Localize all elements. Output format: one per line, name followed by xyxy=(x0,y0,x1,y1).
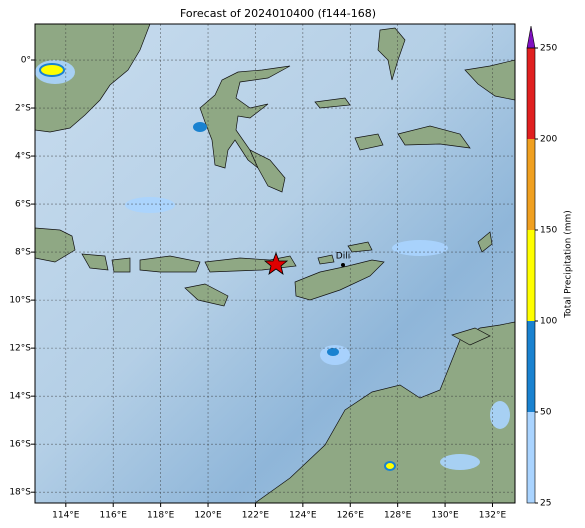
colorbar-frame xyxy=(526,47,536,504)
sumbawa xyxy=(139,255,201,273)
colorbar-label: Total Precipitation (mm) xyxy=(564,210,574,319)
city-label: Dili xyxy=(336,252,350,262)
lon-tick-label: 122°E xyxy=(242,511,270,521)
lat-tick-label: 0° xyxy=(21,56,31,66)
tiwi-islands xyxy=(451,327,491,346)
colorbar-tick-label: 200 xyxy=(540,135,557,145)
lat-tick-label: 12°S xyxy=(9,344,31,354)
lon-tick-label: 116°E xyxy=(100,511,128,521)
precip-area xyxy=(125,197,175,213)
precip-area xyxy=(392,240,448,256)
lon-tick-label: 114°E xyxy=(52,511,80,521)
colorbar-segment xyxy=(527,321,535,412)
precip-area xyxy=(384,461,396,471)
lon-tick-label: 130°E xyxy=(431,511,459,521)
lon-tick-label: 132°E xyxy=(479,511,507,521)
precip-area xyxy=(193,122,207,132)
city-marker xyxy=(341,263,345,267)
lat-tick-label: 8°S xyxy=(15,248,31,258)
precip-area xyxy=(39,63,65,77)
colorbar-tick-label: 25 xyxy=(540,499,551,509)
lon-tick-label: 120°E xyxy=(194,511,222,521)
graticule xyxy=(35,24,515,503)
sumba xyxy=(184,283,229,307)
map-area: Dili xyxy=(35,24,515,503)
buru xyxy=(354,133,384,151)
title: Forecast of 2024010400 (f144-168) xyxy=(180,7,376,20)
precip-area xyxy=(490,401,510,429)
lat-tick-label: 4°S xyxy=(15,152,31,162)
colorbar-extend xyxy=(526,25,536,49)
colorbar-tick-label: 100 xyxy=(540,317,557,327)
lat-tick-label: 14°S xyxy=(9,392,31,402)
wetar-alor xyxy=(317,241,373,265)
colorbar: 25 50 100 150 200 250 xyxy=(526,25,557,509)
colorbar-segment xyxy=(527,48,535,139)
lon-tick-label: 118°E xyxy=(147,511,175,521)
event-star xyxy=(263,251,289,275)
colorbar-tick-label: 150 xyxy=(540,226,557,236)
colorbar-tick-label: 50 xyxy=(540,408,552,418)
colorbar-segment xyxy=(527,412,535,503)
borneo xyxy=(35,24,151,133)
new-guinea xyxy=(464,59,515,101)
sulawesi-southeast xyxy=(249,149,286,193)
precip-area xyxy=(440,454,480,470)
java xyxy=(35,227,76,263)
precip-area xyxy=(327,348,339,356)
seram xyxy=(397,125,471,149)
lon-tick-label: 128°E xyxy=(384,511,412,521)
sulawesi xyxy=(199,65,291,169)
lat-tick-label: 6°S xyxy=(15,200,31,210)
lon-tick-label: 124°E xyxy=(289,511,317,521)
lat-tick-label: 16°S xyxy=(9,440,31,450)
lon-tick-label: 126°E xyxy=(337,511,365,521)
tanimbar xyxy=(477,231,493,253)
lat-tick-label: 2°S xyxy=(15,104,31,114)
colorbar-tick-label: 250 xyxy=(540,44,557,54)
lat-tick-label: 18°S xyxy=(9,488,31,498)
colorbar-segment xyxy=(527,139,535,230)
halmahera xyxy=(377,27,406,81)
colorbar-segment xyxy=(527,230,535,321)
lat-tick-label: 10°S xyxy=(9,296,31,306)
map-frame xyxy=(34,23,516,504)
